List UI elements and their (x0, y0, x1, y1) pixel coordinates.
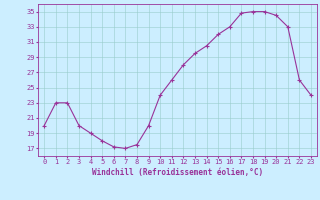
X-axis label: Windchill (Refroidissement éolien,°C): Windchill (Refroidissement éolien,°C) (92, 168, 263, 177)
